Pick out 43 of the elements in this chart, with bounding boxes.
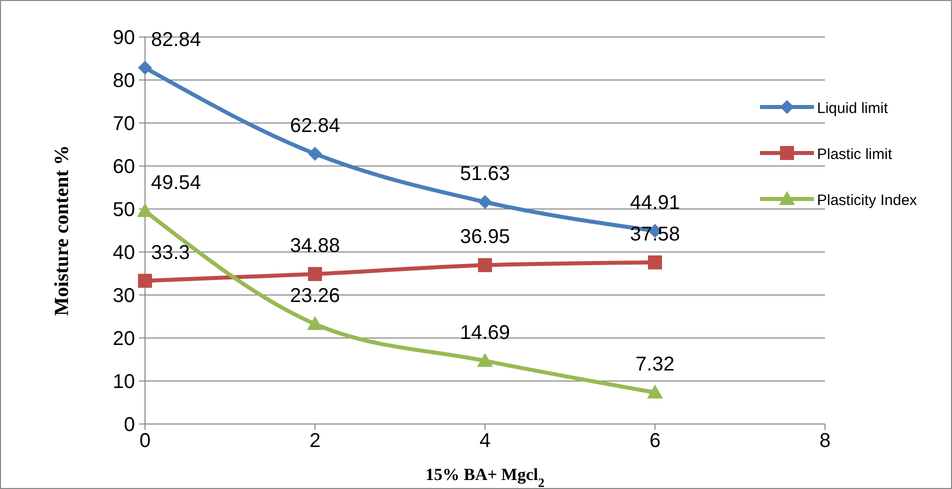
point bbox=[477, 352, 493, 367]
data-label: 82.84 bbox=[151, 28, 202, 51]
point bbox=[308, 267, 322, 282]
point bbox=[307, 316, 323, 330]
data-label: 14.69 bbox=[460, 322, 510, 344]
x-axis-title: 15% BA+ Mgcl$_{2}$ bbox=[426, 465, 544, 489]
x-tick-label: 0 bbox=[139, 430, 151, 452]
y-tick-label: 0 bbox=[124, 414, 135, 436]
point bbox=[648, 255, 662, 270]
point bbox=[308, 146, 322, 161]
y-tick-label: 60 bbox=[112, 156, 135, 178]
y-axis-title: Moisture content % bbox=[51, 145, 73, 316]
data-label: 44.91 bbox=[630, 192, 680, 214]
data-label: 62.84 bbox=[290, 114, 340, 137]
x-tick-label: 8 bbox=[819, 430, 831, 452]
data-label: 7.32 bbox=[636, 354, 674, 376]
legend-label: Plasticity Index bbox=[817, 192, 918, 209]
point bbox=[138, 274, 152, 288]
data-label: 49.54 bbox=[151, 172, 202, 194]
point bbox=[478, 194, 492, 209]
y-tick-label: 70 bbox=[112, 113, 135, 135]
x-tick-label: 6 bbox=[649, 430, 661, 452]
y-tick-label: 30 bbox=[112, 285, 135, 307]
point bbox=[138, 60, 152, 75]
point bbox=[137, 202, 153, 217]
data-label: 23.26 bbox=[290, 284, 340, 307]
x-tick-label: 4 bbox=[479, 430, 491, 452]
y-tick-label: 20 bbox=[112, 328, 135, 350]
legend-label: Liquid limit bbox=[817, 100, 889, 117]
y-tick-label: 90 bbox=[112, 27, 135, 49]
legend-label: Plastic limit bbox=[817, 146, 893, 163]
y-tick-label: 80 bbox=[112, 70, 135, 92]
data-label: 51.63 bbox=[460, 162, 510, 185]
data-label: 34.88 bbox=[290, 235, 340, 258]
point bbox=[478, 258, 492, 272]
point bbox=[647, 384, 663, 399]
y-tick-label: 10 bbox=[112, 371, 135, 393]
y-tick-label: 40 bbox=[112, 242, 135, 264]
y-tick-label: 50 bbox=[112, 199, 135, 221]
data-label: 36.95 bbox=[460, 226, 510, 248]
x-tick-label: 2 bbox=[309, 430, 321, 452]
data-label: 33.3 bbox=[151, 242, 190, 264]
data-label: 37.58 bbox=[630, 223, 680, 246]
